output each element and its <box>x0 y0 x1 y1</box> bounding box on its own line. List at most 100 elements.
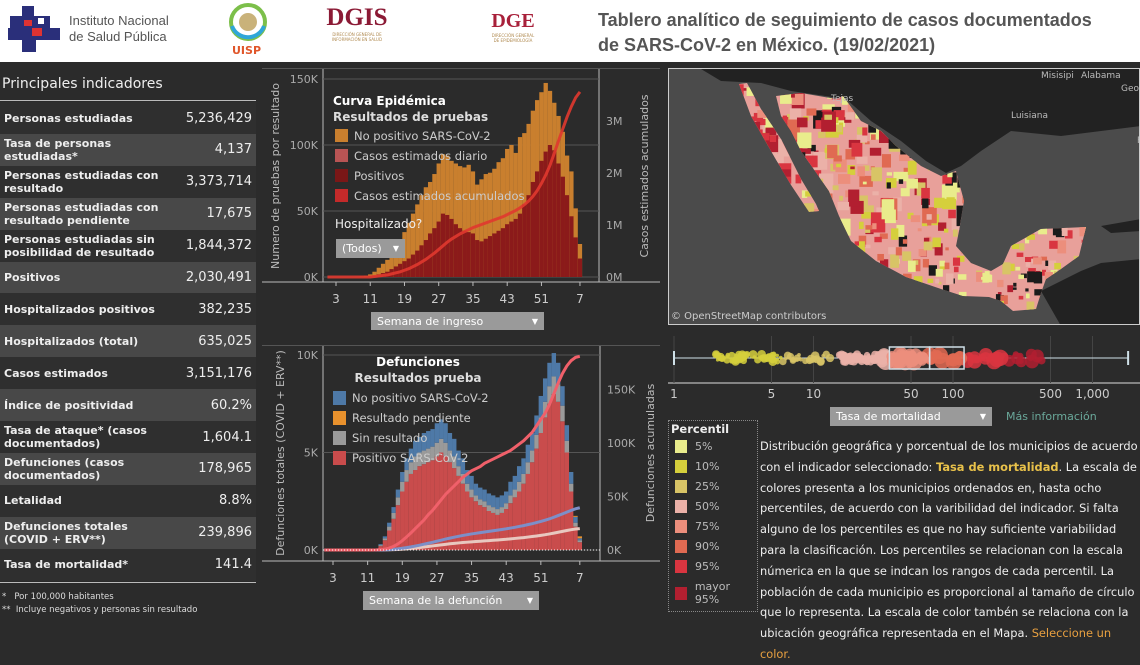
municipality <box>841 312 847 320</box>
percentile-item[interactable]: 90% <box>675 540 719 553</box>
map-attribution[interactable]: © OpenStreetMap contributors <box>671 311 826 322</box>
municipality-point <box>974 356 981 363</box>
municipality <box>769 228 778 238</box>
municipality <box>976 272 982 282</box>
municipality <box>827 233 832 240</box>
municipality <box>768 283 775 294</box>
municipality <box>796 279 800 283</box>
x-axis-selector[interactable]: Semana de ingreso▼ <box>371 312 544 330</box>
municipality <box>748 300 755 305</box>
municipality <box>983 261 989 265</box>
indicator-value: 635,025 <box>198 334 252 349</box>
municipality <box>738 174 746 186</box>
municipality <box>1024 175 1035 191</box>
x-tick-label: 1 <box>670 387 678 401</box>
municipality <box>815 255 823 265</box>
municipality <box>737 262 743 271</box>
indicator-selector[interactable]: Tasa de mortalidad▼ <box>830 407 992 426</box>
indicator-row[interactable]: Defunciones totales (COVID + ERV**)239,8… <box>0 517 256 549</box>
municipality <box>900 303 909 308</box>
municipality <box>1054 271 1058 276</box>
legend-swatch <box>333 451 346 465</box>
percentile-item[interactable]: 25% <box>675 480 719 493</box>
indicator-row[interactable]: Defunciones (casos documentados)178,965 <box>0 453 256 485</box>
municipality <box>1038 224 1047 234</box>
municipality <box>865 245 870 249</box>
indicator-row[interactable]: Tasa de ataque* (casos documentados)1,60… <box>0 421 256 453</box>
municipality <box>996 243 1004 252</box>
municipality <box>1015 148 1029 159</box>
municipality <box>901 188 910 196</box>
dge-logo: DGE <box>478 10 548 33</box>
bar-positivos <box>454 224 458 277</box>
indicator-row[interactable]: Personas estudiadas con resultado pendie… <box>0 198 256 230</box>
municipality <box>742 113 747 120</box>
indicator-label: Tasa de ataque* (casos documentados) <box>4 424 164 450</box>
municipality <box>816 263 823 268</box>
indicator-label: Positivos <box>4 271 164 284</box>
municipality <box>981 277 984 280</box>
municipality <box>732 84 744 101</box>
y-tick-label: 50K <box>297 205 319 218</box>
municipality <box>858 305 861 310</box>
municipality <box>991 174 1003 189</box>
municipality <box>741 178 753 195</box>
indicator-row[interactable]: Personas estudiadas sin posibilidad de r… <box>0 230 256 262</box>
municipality-point <box>1011 353 1023 365</box>
municipality <box>745 286 751 291</box>
municipality <box>859 222 864 229</box>
title-line2: de SARS-CoV-2 en México. (19/02/2021) <box>598 33 1138 58</box>
municipality <box>918 287 923 291</box>
municipality <box>791 94 795 98</box>
municipality-point <box>867 355 874 362</box>
municipality <box>936 296 941 302</box>
x-axis-selector[interactable]: Semana de la defunción▼ <box>363 591 539 610</box>
bar-no-positivo-sars-cov-2 <box>482 490 486 502</box>
x-tick-label: 50 <box>903 387 918 401</box>
municipality-map[interactable]: TejasLuisianaMisisipiAlabamaGeorgiaFlo <box>669 69 1140 325</box>
percentile-item[interactable]: 95% <box>675 560 719 573</box>
municipality <box>828 261 837 274</box>
municipality <box>737 142 749 160</box>
municipality <box>870 148 881 156</box>
bar-sin-resultado <box>404 470 408 482</box>
filter-label: Hospitalizado? <box>335 217 422 231</box>
bar-sin-resultado <box>474 495 478 501</box>
municipality <box>1088 159 1092 162</box>
hospitalizado-filter[interactable]: (Todos)▼ <box>336 239 405 258</box>
indicator-row[interactable]: Tasa de mortalidad*141.4 <box>0 549 256 581</box>
bar-sin-resultado <box>456 466 460 476</box>
municipality <box>759 252 766 258</box>
percentile-item[interactable]: mayor 95% <box>675 580 757 606</box>
bar-positivo-sars-cov-2 <box>513 497 517 550</box>
percentile-item[interactable]: 50% <box>675 500 719 513</box>
bar-no-positivo-sars-cov-2 <box>495 497 499 509</box>
percentile-item[interactable]: 10% <box>675 460 719 473</box>
indicator-row[interactable]: Tasa de personas estudiadas*4,137 <box>0 134 256 166</box>
legend-swatch <box>335 149 348 162</box>
bar-no-positivo-sars-cov-2 <box>560 386 564 406</box>
percentile-item[interactable]: 5% <box>675 440 712 453</box>
insp-line1: Instituto Nacional <box>69 13 169 29</box>
municipality <box>1006 163 1010 166</box>
bar-sin-resultado <box>383 538 387 540</box>
municipality <box>742 222 750 232</box>
indicator-row[interactable]: Hospitalizados (total)635,025 <box>0 325 256 357</box>
municipality <box>749 283 752 285</box>
y-axis-title: Defunciones totales (COVID + ERV**) <box>274 350 287 556</box>
more-info-link[interactable]: Más información <box>1006 410 1097 423</box>
municipality <box>743 211 753 221</box>
percentile-item[interactable]: 75% <box>675 520 719 533</box>
map[interactable]: TejasLuisianaMisisipiAlabamaGeorgiaFlo ©… <box>668 68 1140 325</box>
map-label: Misisipi <box>1041 71 1074 81</box>
